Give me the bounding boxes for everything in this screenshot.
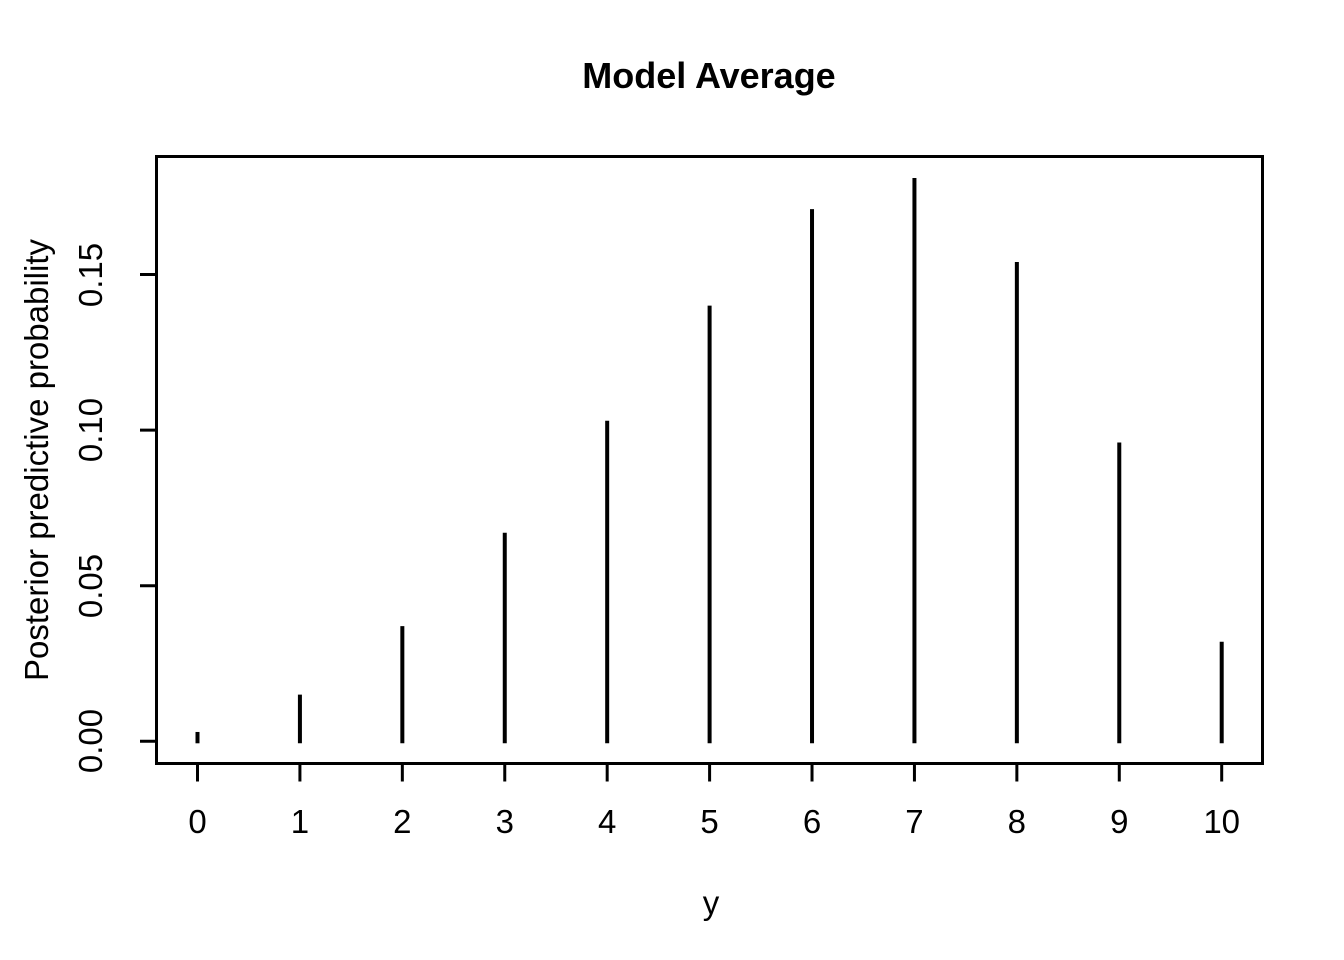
x-axis-title: y (702, 884, 720, 921)
y-axis-ticks (140, 273, 157, 743)
x-axis-ticks (196, 765, 1224, 782)
x-tick-label: 4 (597, 803, 617, 840)
x-tick-label: 1 (290, 803, 310, 840)
y-tick-label: 0.00 (72, 709, 109, 774)
y-tick-label: 0.10 (72, 397, 109, 463)
y-tick-label: 0.05 (72, 553, 109, 618)
spike-series (195, 178, 1224, 744)
x-tick-label: 9 (1110, 803, 1129, 840)
y-tick-label: 0.15 (72, 242, 109, 307)
plot-frame (155, 155, 1264, 765)
x-tick-label: 2 (393, 803, 412, 840)
x-tick-label: 3 (495, 803, 514, 840)
x-tick-label: 0 (188, 803, 207, 840)
x-tick-label: 7 (905, 803, 924, 840)
y-axis-title: Posterior predictive probability (18, 238, 55, 682)
x-tick-label: 5 (700, 803, 719, 840)
x-tick-label: 6 (802, 803, 822, 840)
x-tick-label: 8 (1007, 803, 1027, 840)
x-tick-label: 10 (1203, 803, 1241, 840)
chart-title: Model Average (582, 55, 836, 96)
